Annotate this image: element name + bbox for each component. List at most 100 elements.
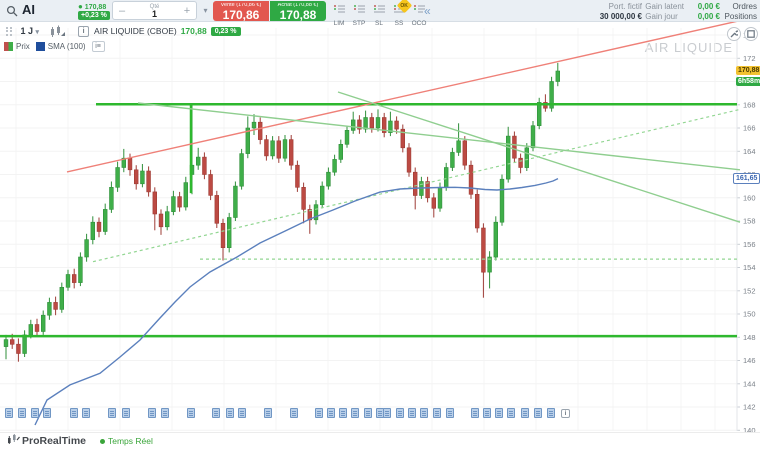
news-icon[interactable] — [70, 408, 78, 418]
legend-sma[interactable]: SMA (100) — [35, 42, 86, 51]
quantity-stepper[interactable]: – Qté 1 + — [112, 1, 197, 20]
instrument-watermark: AIR LIQUIDE — [644, 40, 733, 55]
news-icon[interactable] — [161, 408, 169, 418]
qty-value[interactable]: 1 — [151, 8, 157, 19]
realtime-dot-icon — [100, 438, 105, 444]
news-icon[interactable] — [420, 408, 428, 418]
news-icon[interactable] — [108, 408, 116, 418]
last-price-mini: ● 170,88 — [78, 2, 107, 11]
sell-button[interactable]: Vente (170,86 €) 170,86 — [213, 1, 269, 21]
news-icon[interactable] — [148, 408, 156, 418]
orders-link[interactable]: Ordres — [732, 2, 757, 11]
news-icon[interactable] — [534, 408, 542, 418]
news-icon[interactable] — [5, 408, 13, 418]
session-time-left-badge: 6h58m — [736, 77, 760, 86]
order-lim-icon — [333, 5, 345, 13]
svg-text:148: 148 — [743, 333, 756, 342]
news-icon[interactable] — [547, 408, 555, 418]
svg-text:164: 164 — [743, 147, 756, 156]
order-oco-icon — [413, 5, 425, 13]
svg-text:152: 152 — [743, 286, 756, 295]
order-type-stp-button[interactable]: STP — [350, 1, 368, 27]
qty-minus-button[interactable]: – — [118, 4, 126, 17]
bottom-bar: ProRealTime Temps Réel — [0, 432, 760, 449]
buy-button[interactable]: Achat (170,88 €) 170,88 — [270, 1, 326, 21]
drag-handle-icon[interactable] — [6, 26, 12, 36]
news-icon[interactable] — [43, 408, 51, 418]
svg-text:140: 140 — [743, 426, 756, 435]
legend-price[interactable]: Prix — [4, 42, 30, 51]
news-icon[interactable] — [290, 408, 298, 418]
order-type-sl-button[interactable]: SL — [370, 1, 388, 27]
orders-positions-links: Ordres Positions — [725, 2, 757, 22]
news-icon[interactable] — [264, 408, 272, 418]
news-icon[interactable] — [507, 408, 515, 418]
news-icon[interactable] — [187, 408, 195, 418]
news-icon[interactable] — [521, 408, 529, 418]
svg-text:154: 154 — [743, 263, 756, 272]
qty-plus-button[interactable]: + — [183, 4, 191, 17]
expand-window-button[interactable] — [744, 27, 758, 41]
sell-price: 170,86 — [222, 7, 260, 22]
legend-more-button[interactable]: i≡ — [91, 41, 105, 52]
news-icon[interactable] — [408, 408, 416, 418]
news-icon[interactable] — [471, 408, 479, 418]
instrument-change-badge: 0,23 % — [210, 26, 241, 36]
svg-text:166: 166 — [743, 124, 756, 133]
svg-text:150: 150 — [743, 310, 756, 319]
news-icon[interactable] — [339, 408, 347, 418]
instrument-info-icon[interactable]: i — [78, 25, 90, 37]
positions-link[interactable]: Positions — [724, 12, 757, 21]
news-icon[interactable] — [351, 408, 359, 418]
order-type-lim-button[interactable]: LIM — [330, 1, 348, 27]
chart-toolbar: 1 J ▾ i AIR LIQUIDE (CBOE) 170,88 0,23 % — [0, 23, 737, 39]
gain-latent-label: Gain latent — [645, 2, 684, 11]
qty-dropdown-chevron-icon[interactable]: ▾ — [203, 6, 208, 15]
news-icon[interactable] — [383, 408, 391, 418]
svg-text:144: 144 — [743, 379, 756, 388]
news-icon[interactable] — [433, 408, 441, 418]
news-icon[interactable] — [238, 408, 246, 418]
news-icon[interactable] — [327, 408, 335, 418]
news-icon[interactable] — [82, 408, 90, 418]
instrument-price: 170,88 — [180, 26, 207, 36]
news-icon[interactable] — [31, 408, 39, 418]
portfolio-value: 30 000,00 € — [599, 12, 642, 21]
news-icon[interactable] — [364, 408, 372, 418]
news-info-icon[interactable]: i — [561, 409, 570, 418]
news-icon[interactable] — [212, 408, 220, 418]
brand-name[interactable]: ProRealTime — [22, 435, 86, 447]
collapse-panel-chevron[interactable]: « — [424, 4, 431, 18]
sma-value-axis-badge: 161,65 — [733, 173, 760, 184]
quote-dot-icon: ● — [78, 2, 83, 11]
timeframe-selector[interactable]: 1 J ▾ — [20, 26, 40, 36]
news-icon[interactable] — [122, 408, 130, 418]
chart-style-icon[interactable] — [49, 25, 66, 38]
gain-latent-value: 0,00 € — [697, 2, 720, 11]
news-icon[interactable] — [483, 408, 491, 418]
news-icon[interactable] — [18, 408, 26, 418]
search-icon[interactable] — [6, 5, 18, 17]
qty-label: Qté — [149, 3, 160, 10]
news-icon[interactable] — [315, 408, 323, 418]
sell-label: Vente (170,86 €) — [220, 3, 262, 8]
portfolio-label: Port. fictif — [608, 2, 642, 11]
news-icon[interactable] — [495, 408, 503, 418]
chart-corner-buttons — [727, 27, 758, 41]
sma-swatch-icon — [35, 42, 45, 51]
portfolio-summary: Port. fictif 30 000,00 € — [600, 2, 642, 22]
gain-jour-value: 0,00 € — [697, 12, 720, 21]
chart-settings-button[interactable] — [727, 27, 741, 41]
news-icon[interactable] — [226, 408, 234, 418]
news-icon[interactable] — [396, 408, 404, 418]
svg-text:168: 168 — [743, 100, 756, 109]
change-badge: +0,23 % — [78, 11, 110, 20]
news-icon[interactable] — [446, 408, 454, 418]
svg-text:142: 142 — [743, 403, 756, 412]
order-type-oco-button[interactable]: OCO — [410, 1, 428, 27]
window-icon — [747, 30, 755, 38]
symbol-ticker[interactable]: AI — [22, 2, 35, 17]
prorealtime-logo-icon — [8, 434, 20, 444]
